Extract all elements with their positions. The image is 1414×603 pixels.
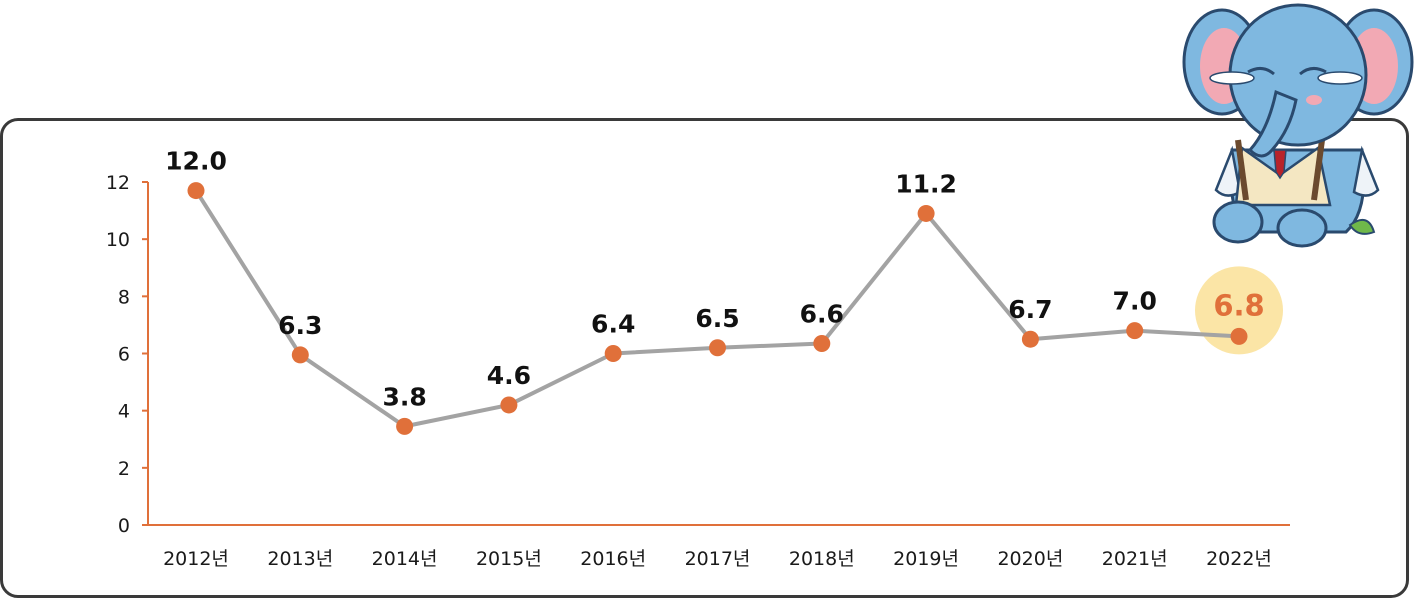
data-point-marker bbox=[187, 182, 205, 200]
data-point-marker bbox=[917, 204, 935, 222]
data-value-label: 7.0 bbox=[1113, 287, 1157, 316]
data-value-label: 6.5 bbox=[695, 304, 739, 333]
data-value-label: 6.7 bbox=[1008, 295, 1052, 324]
chart-series bbox=[187, 182, 1283, 435]
x-tick-label: 2018년 bbox=[789, 548, 855, 570]
data-point-marker bbox=[1021, 330, 1039, 348]
data-point-marker bbox=[1126, 322, 1144, 340]
x-tick-label: 2019년 bbox=[893, 548, 959, 570]
data-point-marker bbox=[813, 334, 831, 352]
x-tick-label: 2015년 bbox=[476, 548, 542, 570]
x-tick-label: 2016년 bbox=[580, 548, 646, 570]
x-tick-label: 2014년 bbox=[372, 548, 438, 570]
x-tick-label: 2020년 bbox=[997, 548, 1063, 570]
x-tick-label: 2022년 bbox=[1206, 548, 1272, 570]
data-point-marker bbox=[500, 396, 518, 414]
data-value-label: 6.3 bbox=[278, 311, 322, 340]
data-point-marker bbox=[604, 345, 622, 362]
y-tick-label: 10 bbox=[106, 229, 130, 251]
highlight-badge bbox=[1195, 266, 1283, 355]
data-value-label: 4.6 bbox=[487, 361, 531, 390]
y-tick-label: 4 bbox=[118, 401, 130, 423]
y-tick-label: 6 bbox=[118, 344, 130, 366]
data-value-label: 6.8 bbox=[1213, 288, 1264, 322]
y-tick-label: 8 bbox=[118, 286, 130, 308]
data-value-label: 3.8 bbox=[382, 382, 426, 411]
x-tick-label: 2013년 bbox=[267, 548, 333, 570]
y-tick-label: 2 bbox=[118, 458, 130, 480]
data-value-label: 11.2 bbox=[895, 169, 957, 198]
y-tick-label: 12 bbox=[106, 172, 130, 194]
chart-axes: 0 2 4 6 8 10 12 2012년 2013년 2014년 2015년 2016년 2017년 2… bbox=[106, 172, 1290, 570]
x-tick-label: 2017년 bbox=[685, 548, 751, 570]
data-value-label: 6.6 bbox=[800, 299, 844, 328]
data-point-marker bbox=[1230, 327, 1248, 345]
data-point-marker bbox=[291, 346, 309, 364]
y-tick-label: 0 bbox=[118, 515, 130, 537]
data-value-label: 6.4 bbox=[591, 310, 635, 339]
data-point-marker bbox=[709, 339, 726, 357]
data-point-marker bbox=[396, 417, 414, 435]
crying-elephant-mascot bbox=[1182, 3, 1414, 248]
chart-frame bbox=[0, 118, 1409, 598]
x-tick-label: 2021년 bbox=[1102, 548, 1168, 570]
data-value-label: 12.0 bbox=[165, 147, 227, 176]
chart-data-labels: 12.0 6.3 3.8 4.6 6.4 6.5 6.6 11.2 6.7 7.0 6.8 bbox=[165, 147, 1265, 412]
x-tick-label: 2012년 bbox=[163, 548, 229, 570]
